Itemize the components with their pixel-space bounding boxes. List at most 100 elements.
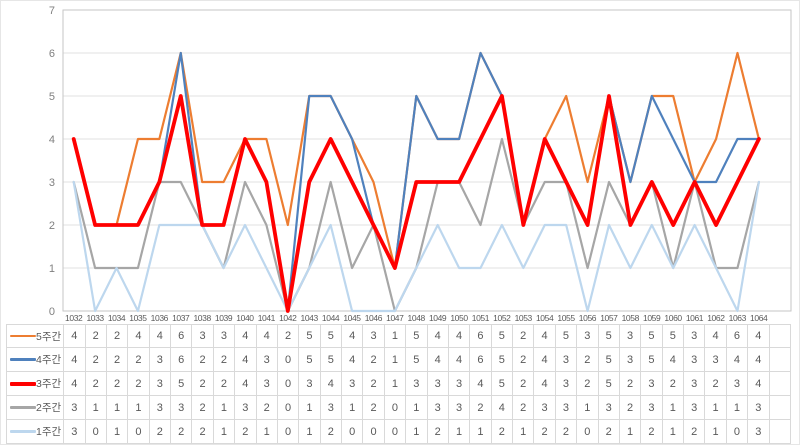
legend-label: 5주간 [36,330,62,343]
value-cell: 2 [320,420,343,444]
value-cell: 5 [598,324,620,348]
value-cell: 2 [128,372,150,396]
value-cell: 4 [726,348,749,372]
value-cell [769,396,791,420]
value-cell: 0 [85,420,107,444]
value-cell: 2 [192,348,214,372]
category-label: 1060 [664,312,682,323]
value-cell: 0 [384,420,407,444]
value-cell: 0 [363,420,385,444]
legend-swatch-line-week1 [10,430,36,433]
value-cell: 2 [470,396,492,420]
legend-item-week3[interactable]: 3주간 [6,372,65,396]
value-cell: 3 [406,372,428,396]
legend-item-week2[interactable]: 2주간 [6,396,65,420]
value-cell: 4 [705,324,727,348]
value-cell: 5 [491,372,514,396]
legend-label: 4주간 [36,354,62,366]
category-label: 1036 [150,312,169,323]
value-cell: 2 [85,348,107,372]
value-cell: 4 [235,324,257,348]
value-cell: 2 [106,372,129,396]
category-label: 1053 [514,312,533,323]
value-cell: 6 [171,324,193,348]
value-cell: 5 [598,348,620,372]
category-label: 1056 [578,312,597,323]
value-cell: 2 [235,420,257,444]
table-row-week2: 2주간 3 1 1 1 3 3 2 1 3 2 0 1 3 1 2 0 1 3 3 2 4 2 3 3 1 3 2 3 1 3 1 1 3 [6,396,791,420]
value-cell: 2 [491,420,514,444]
value-cell: 4 [748,324,770,348]
value-cell: 6 [726,324,749,348]
value-cell: 2 [171,420,193,444]
y-axis-tick-label: 3 [49,177,55,189]
value-cell: 0 [342,420,364,444]
value-cell: 4 [64,348,86,372]
legend-swatch-line-week4 [10,358,36,361]
category-label: 1050 [450,312,468,323]
category-label: 1039 [214,312,233,323]
value-cell: 2 [619,372,642,396]
series-line-week4[interactable] [72,51,760,313]
value-cell [769,348,791,372]
value-cell: 1 [299,396,321,420]
value-cell: 2 [598,420,620,444]
category-label: 1063 [728,312,747,323]
y-axis-tick-label: 6 [49,48,55,60]
value-cell: 5 [491,324,514,348]
category-label: 1042 [279,312,297,323]
value-cell: 2 [577,348,599,372]
value-cell: 1 [213,396,236,420]
value-cell: 3 [684,396,706,420]
value-cell: 3 [192,324,214,348]
value-cell: 6 [171,348,193,372]
value-cell: 6 [470,324,492,348]
value-cell: 3 [235,396,257,420]
y-axis-tick-label: 0 [49,306,55,318]
value-cell: 2 [534,420,556,444]
value-cell: 4 [128,324,150,348]
value-cell: 3 [555,396,578,420]
value-cell: 1 [406,396,428,420]
value-cell: 3 [534,396,556,420]
value-cell: 1 [705,420,727,444]
value-cell: 4 [491,396,514,420]
legend-item-week4[interactable]: 4주간 [6,348,65,372]
legend-column-spacer [6,311,63,324]
value-cell: 1 [342,396,364,420]
legend-item-week1[interactable]: 1주간 [6,420,65,444]
series-line-week3[interactable] [71,94,761,313]
value-cell: 3 [748,420,770,444]
legend-label: 3주간 [36,378,62,390]
category-label: 1061 [685,312,704,323]
value-cell: 5 [320,348,343,372]
value-cell: 5 [171,372,193,396]
category-label: 1049 [428,312,447,323]
category-label: 1038 [193,312,211,323]
value-cell: 3 [555,372,578,396]
series-line-week1[interactable] [72,180,760,313]
value-cell: 2 [149,420,172,444]
category-axis-row: 1032 1033 1034 1035 1036 1037 1038 1039 1040 1041… [6,311,791,324]
value-cell: 2 [85,324,107,348]
value-cell: 6 [470,348,492,372]
category-label: 1057 [600,312,618,323]
value-cell: 4 [149,324,172,348]
value-cell: 3 [726,372,749,396]
value-cell: 4 [470,372,492,396]
value-cell: 1 [448,420,471,444]
value-cell: 0 [384,396,407,420]
value-cell: 4 [748,372,770,396]
value-cell: 0 [577,420,599,444]
value-cell: 1 [513,420,535,444]
value-cell: 4 [342,348,364,372]
value-cell: 3 [64,396,86,420]
y-axis-tick-label: 5 [49,91,55,103]
value-cell: 2 [619,396,642,420]
value-cell: 3 [427,372,449,396]
value-cell: 3 [555,348,578,372]
category-label: 1037 [172,312,190,323]
legend-item-week5[interactable]: 5주간 [6,324,65,348]
value-cell: 2 [363,348,385,372]
